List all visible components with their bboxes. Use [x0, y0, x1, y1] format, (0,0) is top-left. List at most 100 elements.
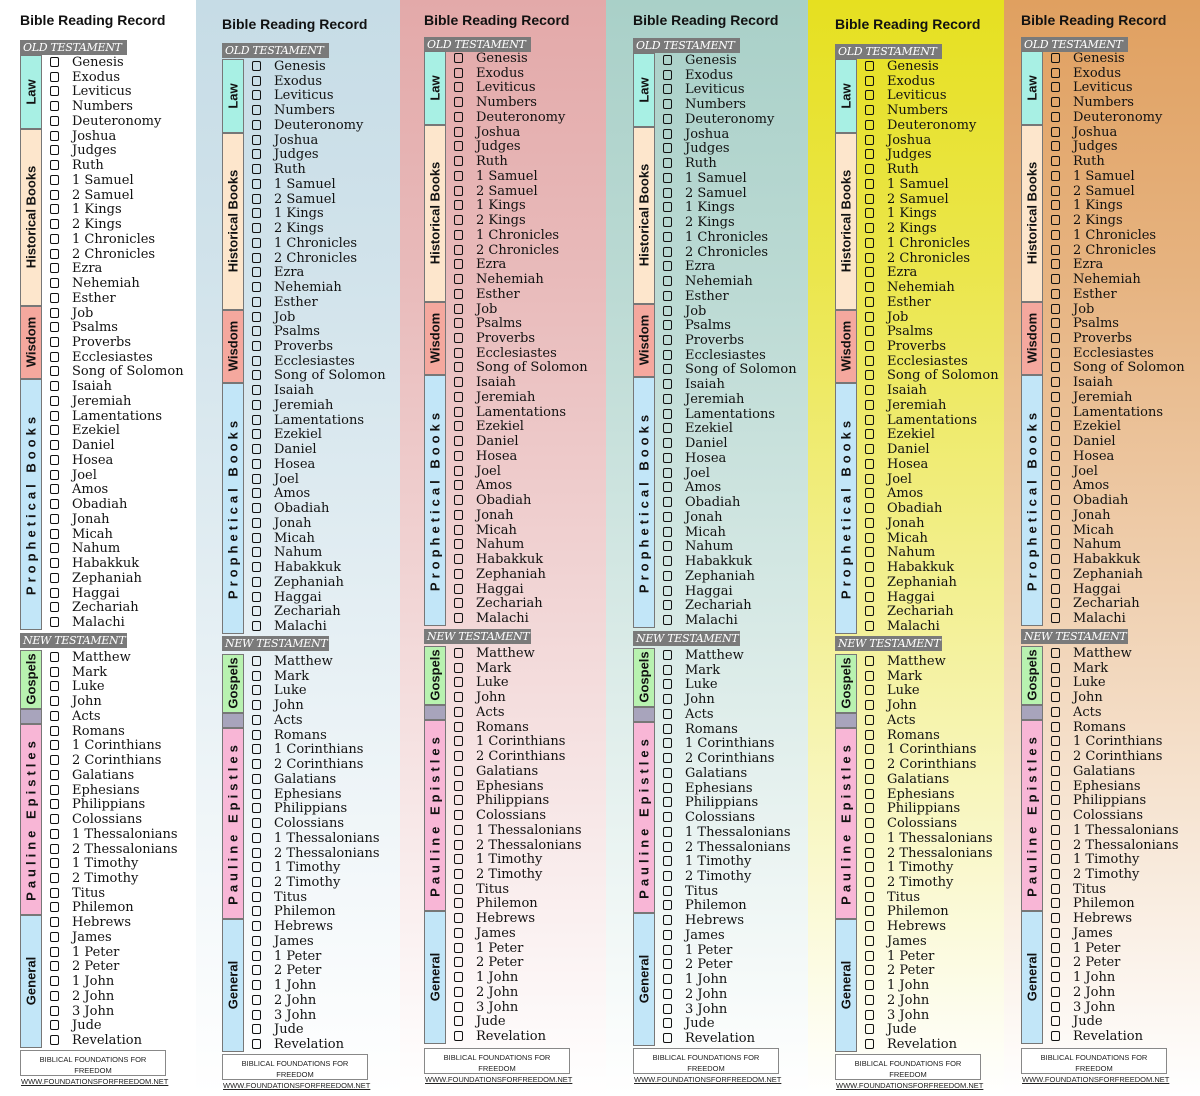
book-checkbox[interactable]	[1051, 692, 1060, 703]
book-checkbox[interactable]	[454, 839, 463, 850]
book-checkbox[interactable]	[454, 721, 463, 732]
book-checkbox[interactable]	[252, 282, 261, 293]
book-checkbox[interactable]	[663, 55, 672, 65]
book-checkbox[interactable]	[252, 862, 261, 873]
book-checkbox[interactable]	[50, 528, 59, 539]
book-checkbox[interactable]	[454, 185, 463, 196]
book-checkbox[interactable]	[865, 414, 874, 425]
book-checkbox[interactable]	[663, 826, 672, 837]
book-checkbox[interactable]	[1051, 156, 1060, 167]
book-checkbox[interactable]	[50, 784, 59, 795]
book-checkbox[interactable]	[50, 484, 59, 495]
book-checkbox[interactable]	[663, 320, 672, 331]
book-checkbox[interactable]	[1051, 1031, 1060, 1041]
book-checkbox[interactable]	[1051, 303, 1060, 314]
book-checkbox[interactable]	[1051, 613, 1060, 623]
book-checkbox[interactable]	[663, 541, 672, 552]
book-checkbox[interactable]	[1051, 810, 1060, 821]
book-checkbox[interactable]	[663, 393, 672, 404]
book-checkbox[interactable]	[454, 986, 463, 997]
book-checkbox[interactable]	[865, 621, 874, 631]
book-checkbox[interactable]	[252, 149, 261, 160]
book-checkbox[interactable]	[865, 994, 874, 1005]
book-checkbox[interactable]	[1051, 883, 1060, 894]
book-checkbox[interactable]	[454, 706, 463, 717]
book-checkbox[interactable]	[865, 773, 874, 784]
book-checkbox[interactable]	[663, 497, 672, 508]
book-checkbox[interactable]	[50, 961, 59, 972]
book-checkbox[interactable]	[663, 650, 672, 660]
book-checkbox[interactable]	[663, 246, 672, 257]
book-checkbox[interactable]	[252, 847, 261, 858]
book-checkbox[interactable]	[1051, 839, 1060, 850]
book-checkbox[interactable]	[1051, 927, 1060, 938]
book-checkbox[interactable]	[454, 450, 463, 461]
book-checkbox[interactable]	[1051, 391, 1060, 402]
book-checkbox[interactable]	[865, 1024, 874, 1035]
book-checkbox[interactable]	[252, 193, 261, 204]
book-checkbox[interactable]	[252, 670, 261, 681]
book-checkbox[interactable]	[50, 587, 59, 598]
book-checkbox[interactable]	[252, 744, 261, 755]
book-checkbox[interactable]	[454, 156, 463, 167]
book-checkbox[interactable]	[865, 685, 874, 696]
book-checkbox[interactable]	[1051, 215, 1060, 226]
book-checkbox[interactable]	[454, 898, 463, 909]
book-checkbox[interactable]	[454, 692, 463, 703]
book-checkbox[interactable]	[865, 149, 874, 160]
book-checkbox[interactable]	[454, 303, 463, 314]
book-checkbox[interactable]	[663, 694, 672, 705]
book-checkbox[interactable]	[1051, 539, 1060, 550]
book-checkbox[interactable]	[865, 576, 874, 587]
book-checkbox[interactable]	[454, 824, 463, 835]
book-checkbox[interactable]	[1051, 450, 1060, 461]
book-checkbox[interactable]	[50, 410, 59, 421]
book-checkbox[interactable]	[1051, 126, 1060, 137]
book-checkbox[interactable]	[252, 326, 261, 337]
book-checkbox[interactable]	[50, 1035, 59, 1045]
book-checkbox[interactable]	[454, 406, 463, 417]
book-checkbox[interactable]	[1051, 854, 1060, 865]
book-checkbox[interactable]	[454, 854, 463, 865]
book-checkbox[interactable]	[663, 69, 672, 80]
book-checkbox[interactable]	[1051, 648, 1060, 658]
book-checkbox[interactable]	[50, 469, 59, 480]
book-checkbox[interactable]	[454, 598, 463, 609]
book-checkbox[interactable]	[252, 1039, 261, 1049]
book-checkbox[interactable]	[50, 292, 59, 303]
book-checkbox[interactable]	[252, 621, 261, 631]
book-checkbox[interactable]	[865, 252, 874, 263]
book-checkbox[interactable]	[1051, 53, 1060, 63]
book-checkbox[interactable]	[454, 318, 463, 329]
book-checkbox[interactable]	[663, 870, 672, 881]
book-checkbox[interactable]	[454, 1016, 463, 1027]
book-checkbox[interactable]	[252, 994, 261, 1005]
book-checkbox[interactable]	[865, 90, 874, 101]
book-checkbox[interactable]	[663, 812, 672, 823]
book-checkbox[interactable]	[1051, 318, 1060, 329]
book-checkbox[interactable]	[1051, 1016, 1060, 1027]
book-checkbox[interactable]	[1051, 111, 1060, 122]
book-checkbox[interactable]	[50, 115, 59, 126]
book-checkbox[interactable]	[50, 740, 59, 751]
book-checkbox[interactable]	[454, 942, 463, 953]
book-checkbox[interactable]	[50, 101, 59, 112]
book-checkbox[interactable]	[454, 810, 463, 821]
book-checkbox[interactable]	[252, 61, 261, 71]
book-checkbox[interactable]	[1051, 141, 1060, 152]
book-checkbox[interactable]	[454, 613, 463, 623]
book-checkbox[interactable]	[663, 929, 672, 940]
book-checkbox[interactable]	[252, 473, 261, 484]
book-checkbox[interactable]	[454, 927, 463, 938]
book-checkbox[interactable]	[252, 562, 261, 573]
book-checkbox[interactable]	[865, 282, 874, 293]
book-checkbox[interactable]	[663, 158, 672, 169]
book-checkbox[interactable]	[1051, 1001, 1060, 1012]
book-checkbox[interactable]	[252, 773, 261, 784]
book-checkbox[interactable]	[663, 708, 672, 719]
book-checkbox[interactable]	[1051, 957, 1060, 968]
book-checkbox[interactable]	[663, 900, 672, 911]
book-checkbox[interactable]	[1051, 377, 1060, 388]
book-checkbox[interactable]	[252, 488, 261, 499]
book-checkbox[interactable]	[1051, 347, 1060, 358]
